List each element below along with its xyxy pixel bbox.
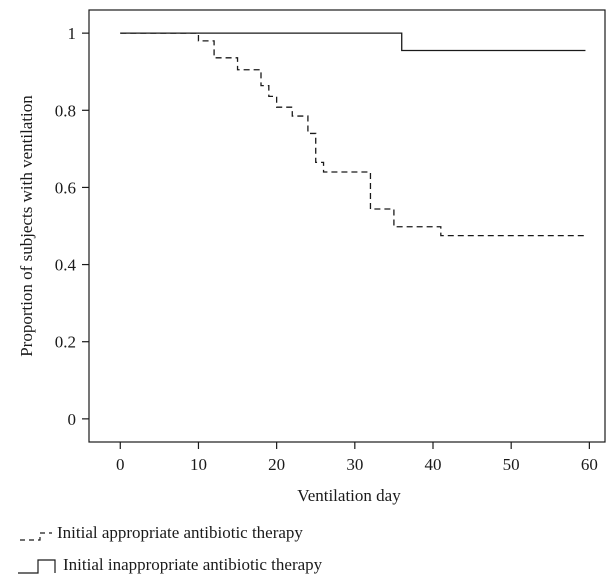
y-tick-label: 0.6 [55,178,76,197]
y-tick-label: 0 [68,410,77,429]
plot-frame [88,9,606,443]
y-tick-label: 1 [68,24,77,43]
x-axis-ticks: 0 10 20 30 40 50 60 [116,442,598,474]
legend-label-inappropriate: Initial inappropriate antibiotic therapy [63,555,323,574]
x-tick-label: 0 [116,455,125,474]
legend-swatch-solid-step [18,559,56,574]
x-axis-title: Ventilation day [297,486,401,505]
x-tick-label: 50 [503,455,520,474]
x-tick-label: 20 [268,455,285,474]
y-axis-title: Proportion of subjects with ventilation [17,95,36,357]
legend-swatch-dashed-step [20,532,52,541]
legend-label-appropriate: Initial appropriate antibiotic therapy [57,523,303,542]
y-tick-label: 0.2 [55,333,76,352]
series-line-appropriate-therapy [120,32,586,237]
legend: Initial appropriate antibiotic therapy I… [18,523,323,574]
series-line-inappropriate-therapy [120,32,586,52]
x-tick-label: 10 [190,455,207,474]
series-layer [120,32,586,237]
y-axis-ticks: 0 0.2 0.4 0.6 0.8 1 [55,24,89,429]
legend-item-inappropriate: Initial inappropriate antibiotic therapy [18,555,323,574]
x-tick-label: 30 [346,455,363,474]
y-tick-label: 0.4 [55,256,77,275]
x-tick-label: 40 [425,455,442,474]
y-tick-label: 0.8 [55,101,76,120]
legend-item-appropriate: Initial appropriate antibiotic therapy [20,523,303,542]
x-tick-label: 60 [581,455,598,474]
